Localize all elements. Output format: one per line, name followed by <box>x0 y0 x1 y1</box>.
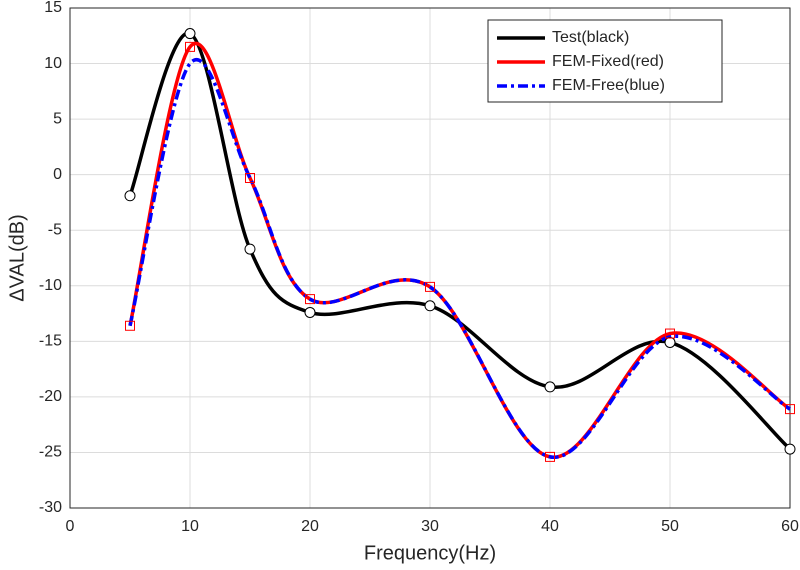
series-line <box>128 41 791 459</box>
x-tick-label: 40 <box>541 518 559 535</box>
x-tick-label: 30 <box>421 518 439 535</box>
y-axis-label: ΔVAL(dB) <box>6 214 28 301</box>
x-tick-label: 50 <box>661 518 679 535</box>
x-tick-label: 10 <box>181 518 199 535</box>
point-marker <box>304 306 316 318</box>
x-tick-label: 20 <box>301 518 319 535</box>
y-tick-label: 10 <box>44 55 62 72</box>
legend: Test(black) FEM-Fixed(red) FEM-Free(blue) <box>487 19 723 103</box>
plot-frame <box>69 7 791 509</box>
point-marker <box>545 451 555 462</box>
point-marker <box>305 294 315 305</box>
y-tick-label: -10 <box>39 277 62 294</box>
point-marker <box>665 328 675 339</box>
x-tick-label: 60 <box>781 518 799 535</box>
point-marker <box>425 281 435 292</box>
y-tick-label: -25 <box>39 444 62 461</box>
y-tick-label: -30 <box>39 499 62 516</box>
y-tick-label: -20 <box>39 388 62 405</box>
legend-label: Test(black) <box>552 29 629 46</box>
point-marker <box>785 404 795 415</box>
point-marker <box>424 300 436 312</box>
point-marker <box>185 41 195 52</box>
y-tick-label: -5 <box>48 221 62 238</box>
series-line <box>128 58 791 459</box>
legend-label: FEM-Free(blue) <box>552 77 665 94</box>
point-marker <box>244 243 256 255</box>
point-marker <box>125 320 135 331</box>
point-marker <box>184 28 196 40</box>
x-tick-label: 0 <box>66 518 75 535</box>
point-marker <box>664 336 676 348</box>
point-marker <box>245 173 255 183</box>
y-tick-label: -15 <box>39 333 62 350</box>
legend-label: FEM-Fixed(red) <box>552 53 664 70</box>
y-tick-label: 5 <box>53 110 62 127</box>
point-marker <box>544 381 556 393</box>
y-tick-label: 0 <box>53 166 62 183</box>
y-tick-label: 15 <box>44 0 62 16</box>
point-marker <box>784 443 796 455</box>
point-marker <box>124 190 136 202</box>
x-axis-label: Frequency(Hz) <box>364 542 496 564</box>
